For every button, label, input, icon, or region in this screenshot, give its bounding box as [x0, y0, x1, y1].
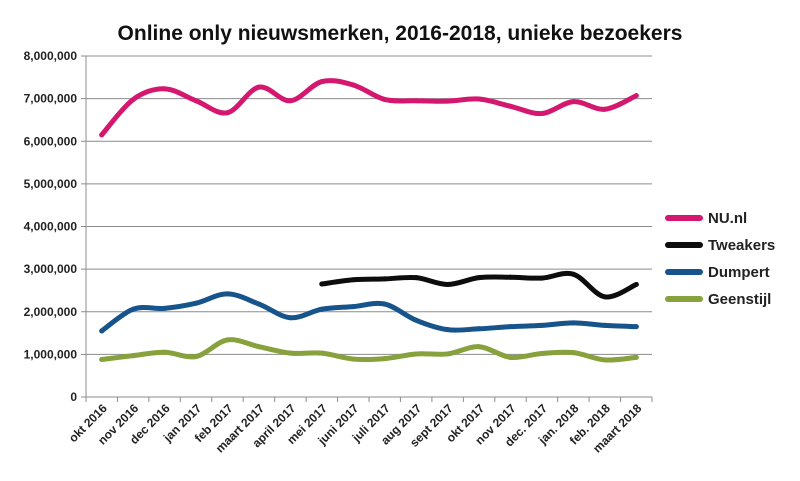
data-point-tweakers: [602, 294, 608, 300]
data-point-nu-nl: [382, 96, 388, 102]
data-point-tweakers: [539, 275, 545, 281]
legend-label-nu-nl: NU.nl: [708, 210, 747, 227]
y-tick-label: 2,000,000: [24, 305, 78, 319]
data-point-geenstijl: [539, 351, 545, 357]
data-point-dumpert: [508, 324, 513, 330]
data-point-tweakers: [633, 281, 639, 287]
data-point-tweakers: [382, 276, 388, 282]
data-point-tweakers: [570, 271, 576, 277]
series-line-geenstijl: [99, 337, 639, 363]
legend-label-dumpert: Dumpert: [708, 264, 770, 281]
legend-label-tweakers: Tweakers: [708, 237, 775, 254]
data-point-nu-nl: [256, 84, 262, 90]
data-point-nu-nl: [633, 93, 639, 99]
chart-title: Online only nieuwsmerken, 2016-2018, uni…: [117, 22, 683, 45]
axes: [81, 55, 653, 402]
data-point-geenstijl: [319, 350, 325, 356]
data-point-nu-nl: [508, 103, 513, 109]
data-point-nu-nl: [99, 132, 105, 138]
data-point-dumpert: [445, 327, 451, 333]
data-point-nu-nl: [476, 96, 482, 102]
data-point-dumpert: [130, 306, 136, 312]
grid: [86, 55, 652, 355]
data-point-nu-nl: [570, 99, 576, 105]
y-tick-label: 0: [70, 390, 77, 404]
data-point-geenstijl: [287, 350, 293, 356]
data-point-geenstijl: [256, 344, 262, 350]
data-point-dumpert: [256, 301, 262, 307]
data-point-nu-nl: [539, 111, 545, 117]
data-point-nu-nl: [287, 98, 293, 104]
data-point-dumpert: [162, 305, 168, 311]
y-tick-label: 8,000,000: [24, 49, 78, 63]
data-point-dumpert: [225, 291, 230, 297]
data-point-dumpert: [602, 322, 608, 328]
data-point-tweakers: [413, 275, 419, 281]
y-tick-label: 1,000,000: [24, 347, 78, 361]
data-point-geenstijl: [382, 356, 388, 362]
y-tick-label: 6,000,000: [24, 134, 78, 148]
data-point-geenstijl: [570, 350, 576, 356]
y-tick-label: 7,000,000: [24, 92, 78, 106]
data-point-nu-nl: [413, 98, 419, 104]
data-point-geenstijl: [193, 354, 199, 360]
data-point-nu-nl: [162, 86, 168, 92]
data-point-nu-nl: [225, 110, 230, 116]
y-tick-label: 3,000,000: [24, 262, 78, 276]
data-point-nu-nl: [445, 98, 451, 104]
data-point-geenstijl: [508, 354, 513, 360]
data-point-dumpert: [319, 306, 325, 312]
data-point-dumpert: [350, 304, 356, 310]
data-point-geenstijl: [476, 344, 482, 350]
data-point-geenstijl: [99, 356, 105, 362]
data-point-tweakers: [319, 281, 325, 287]
data-point-geenstijl: [445, 351, 451, 357]
series-line-nu-nl: [99, 78, 639, 138]
data-point-dumpert: [287, 315, 293, 321]
data-point-nu-nl: [130, 96, 136, 102]
data-point-nu-nl: [319, 79, 325, 85]
data-point-tweakers: [445, 281, 451, 287]
legend: NU.nl Tweakers Dumpert Geenstijl: [665, 210, 775, 308]
series-lines: [99, 78, 639, 363]
legend-label-geenstijl: Geenstijl: [708, 291, 771, 308]
data-point-nu-nl: [350, 82, 356, 88]
data-point-dumpert: [539, 322, 545, 328]
y-tick-label: 5,000,000: [24, 177, 78, 191]
data-point-dumpert: [476, 326, 482, 332]
data-point-dumpert: [382, 301, 388, 307]
y-axis-ticks: 0 1,000,000 2,000,000 3,000,000 4,000,000 5,0…: [24, 49, 78, 404]
y-tick-label: 4,000,000: [24, 220, 78, 234]
data-point-dumpert: [99, 328, 105, 334]
series-line-dumpert: [99, 291, 639, 334]
data-point-dumpert: [413, 317, 419, 323]
data-point-dumpert: [570, 320, 576, 326]
data-point-geenstijl: [413, 351, 419, 357]
data-point-geenstijl: [602, 357, 608, 363]
data-point-geenstijl: [350, 356, 356, 362]
data-point-dumpert: [633, 324, 639, 330]
data-point-dumpert: [193, 300, 199, 306]
data-point-geenstijl: [225, 337, 230, 343]
data-point-tweakers: [508, 274, 513, 280]
data-point-geenstijl: [162, 349, 168, 355]
data-point-geenstijl: [633, 354, 639, 360]
data-point-nu-nl: [602, 106, 608, 112]
data-point-tweakers: [476, 275, 482, 281]
data-point-geenstijl: [130, 353, 136, 359]
data-point-tweakers: [350, 277, 356, 283]
data-point-nu-nl: [193, 98, 199, 104]
